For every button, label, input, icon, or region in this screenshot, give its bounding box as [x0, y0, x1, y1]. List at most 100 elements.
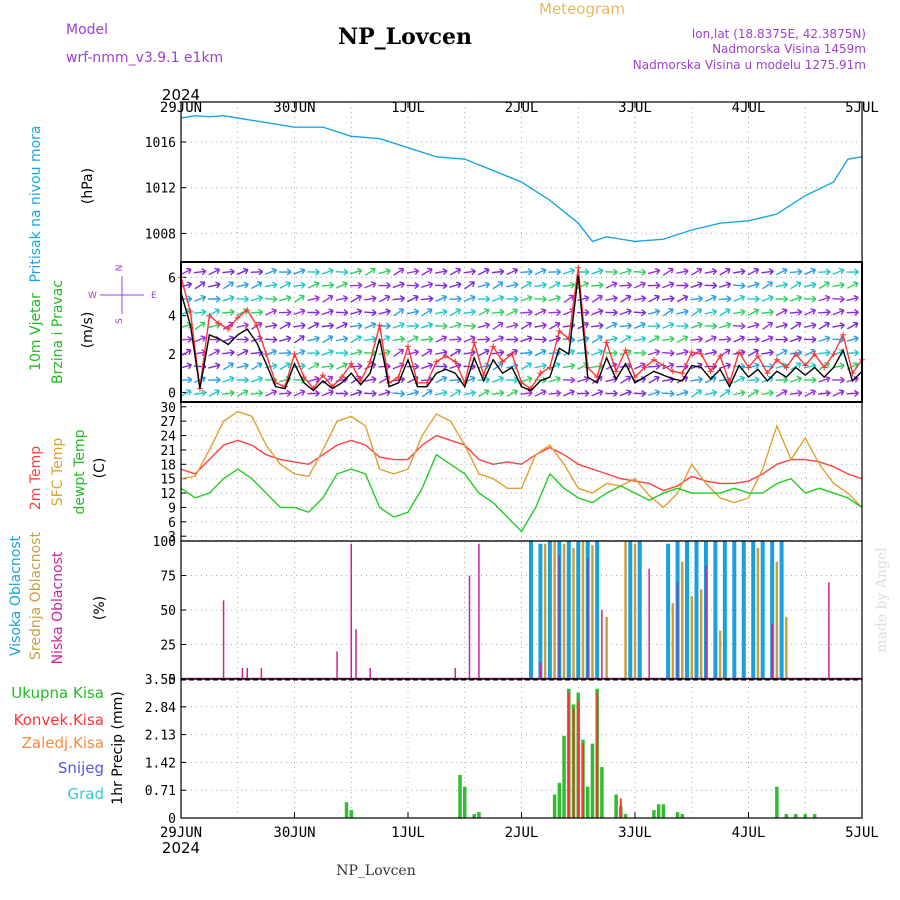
model-name: wrf-nmm_v3.9.1 e1km	[66, 50, 223, 66]
wind-arrow	[704, 308, 718, 316]
wind-arrow	[775, 267, 788, 276]
wind-arrow	[647, 322, 661, 330]
cloud-mid-bar	[718, 630, 722, 679]
wind-gust-marker	[471, 339, 478, 346]
wind-arrow	[818, 389, 831, 397]
wind-gust-marker	[830, 351, 837, 358]
precip-total-bar	[803, 814, 807, 818]
wind-arrow	[364, 281, 377, 289]
wind-arrow	[335, 389, 349, 398]
wind-arrow	[648, 294, 660, 303]
meteogram-label: Meteogram	[539, 0, 625, 18]
precip-total-bar	[562, 735, 566, 818]
precip-total-bar	[344, 802, 349, 818]
wind-arrow	[421, 389, 433, 398]
precip-total-bar	[557, 782, 562, 818]
wind-arrow	[264, 281, 278, 289]
wind-arrow	[364, 390, 377, 398]
wind-arrow	[321, 389, 334, 397]
wind-arrow	[818, 268, 831, 276]
wind-arrow	[336, 321, 348, 330]
time-label-bottom: 2JUL	[505, 825, 539, 841]
cloud-mid-bar	[553, 541, 556, 679]
wind-arrow	[222, 389, 235, 397]
wind-gust-marker	[490, 343, 497, 350]
wind-arrow	[704, 322, 718, 330]
cloud-low-bar	[478, 543, 480, 679]
wind-arrow	[747, 348, 760, 357]
wind-arrow	[222, 294, 235, 302]
wind-arrow	[477, 295, 491, 303]
wind-arrow	[435, 282, 448, 290]
wind-arrow	[762, 281, 774, 290]
wind-arrow	[506, 335, 519, 344]
wind-arrow	[761, 268, 774, 276]
wind-gust-marker	[811, 351, 818, 358]
wind-arrow	[435, 389, 448, 397]
wind-arrow	[307, 308, 320, 317]
wind-speed-line	[180, 275, 863, 392]
dewpoint-line	[180, 453, 863, 533]
temp-label-3: dewpt Temp	[72, 429, 88, 514]
wind-gust-marker	[717, 352, 724, 359]
wind-arrow	[761, 389, 774, 397]
wind-arrow	[818, 335, 831, 343]
wind-gust-marker	[783, 364, 790, 371]
wind-arrow	[251, 281, 263, 290]
wind-arrow	[506, 295, 519, 303]
wind-arrow	[633, 268, 647, 276]
wind-arrow	[449, 321, 462, 329]
wind-arrow	[236, 295, 249, 303]
wind-arrow	[647, 281, 661, 289]
y-tick-label: 18	[160, 458, 176, 473]
temp-label-2: SFC Temp	[50, 438, 66, 507]
wind-gust-marker	[452, 358, 459, 365]
wind-arrow	[662, 349, 675, 357]
cloud-low-bar	[558, 554, 561, 679]
wind-arrow	[534, 267, 547, 275]
wind-arrow	[576, 294, 590, 302]
wind-arrow	[393, 267, 405, 276]
compass-w: W	[88, 291, 97, 301]
cloud-low-bar	[350, 543, 352, 679]
wind-arrow	[591, 348, 604, 356]
y-tick-label: 24	[160, 430, 176, 445]
wind-arrow	[534, 281, 547, 289]
wind-gust-marker	[234, 314, 241, 321]
y-tick-label: 6	[168, 516, 176, 531]
wind-arrow	[307, 281, 320, 289]
wind-gust-marker	[244, 306, 251, 313]
wind-gust-marker	[660, 362, 667, 369]
wind-arrow	[605, 321, 618, 330]
wind-arrow	[534, 322, 547, 330]
wind-arrow	[208, 348, 221, 357]
altitude-text: Nadmorska Visina 1459m	[712, 42, 866, 56]
wind-arrow	[279, 308, 292, 316]
wind-arrow	[321, 348, 334, 356]
wind-label-2: Brzina i Pravac	[50, 280, 66, 384]
wind-arrow	[478, 267, 490, 276]
wind-arrow	[719, 267, 731, 276]
wind-arrow	[222, 349, 235, 357]
wind-arrow	[250, 308, 264, 316]
wind-arrow	[420, 295, 434, 303]
time-label-bottom: 30JUN	[273, 825, 315, 841]
wind-arrow	[818, 294, 831, 302]
wind-arrow	[605, 335, 618, 343]
wind-arrow	[747, 308, 760, 317]
cloud-high-bar	[713, 541, 718, 679]
wind-arrow	[761, 349, 774, 357]
wind-arrow	[803, 322, 817, 329]
wind-gust-marker	[215, 320, 222, 327]
cloud-high-bar	[685, 541, 690, 679]
wind-arrow	[378, 389, 391, 397]
cloud-mid-bar	[690, 596, 693, 679]
wind-arrow	[633, 295, 647, 303]
wind-arrow	[718, 295, 732, 303]
wind-arrow	[349, 281, 363, 289]
cloud-high-bar	[779, 541, 784, 679]
wind-arrow	[676, 389, 689, 397]
precip-total-bar	[477, 812, 481, 818]
wind-gust-marker	[698, 351, 705, 358]
wind-arrow	[463, 389, 476, 397]
